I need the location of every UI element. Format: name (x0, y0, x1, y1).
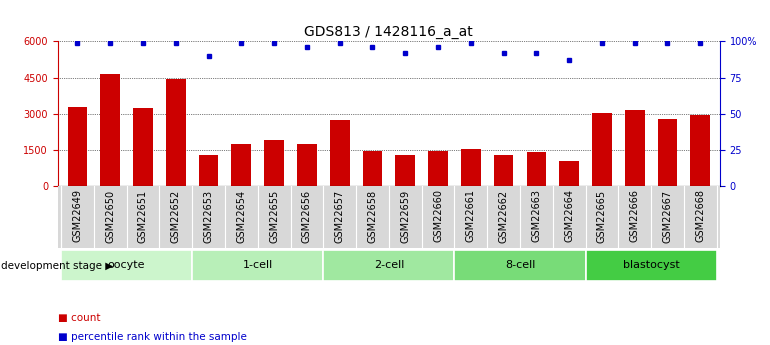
Title: GDS813 / 1428116_a_at: GDS813 / 1428116_a_at (304, 25, 474, 39)
Bar (592, 112, 612, 186)
Bar (199, 155, 219, 186)
Bar (494, 155, 514, 186)
Bar (396, 155, 415, 186)
Text: GSM22668: GSM22668 (695, 189, 705, 243)
Bar (58, 186, 720, 248)
Text: GSM22664: GSM22664 (564, 189, 574, 243)
Text: GSM22659: GSM22659 (400, 189, 410, 243)
Text: GSM22662: GSM22662 (499, 189, 509, 243)
Text: blastocyst: blastocyst (623, 260, 679, 270)
Bar (68, 107, 87, 186)
Text: 1-cell: 1-cell (243, 260, 273, 270)
Text: GSM22667: GSM22667 (662, 189, 672, 243)
Bar (297, 144, 316, 186)
Bar (559, 161, 579, 186)
Bar (428, 151, 448, 186)
Bar (527, 152, 546, 186)
Text: ■ count: ■ count (58, 313, 100, 323)
Text: 2-cell: 2-cell (373, 260, 404, 270)
Text: oocyte: oocyte (108, 260, 146, 270)
Text: GSM22649: GSM22649 (72, 189, 82, 243)
Text: GSM22650: GSM22650 (105, 189, 116, 243)
Text: GSM22654: GSM22654 (236, 189, 246, 243)
Bar (323, 250, 454, 281)
Bar (625, 110, 644, 186)
Bar (100, 74, 120, 186)
Text: GSM22655: GSM22655 (269, 189, 279, 243)
Bar (461, 149, 480, 186)
Text: GSM22658: GSM22658 (367, 189, 377, 243)
Bar (232, 144, 251, 186)
Text: GSM22656: GSM22656 (302, 189, 312, 243)
Text: GSM22660: GSM22660 (433, 189, 443, 243)
Bar (192, 250, 323, 281)
Bar (585, 250, 717, 281)
Text: GSM22653: GSM22653 (203, 189, 213, 243)
Text: GSM22663: GSM22663 (531, 189, 541, 243)
Bar (330, 120, 350, 186)
Bar (61, 250, 192, 281)
Text: GSM22665: GSM22665 (597, 189, 607, 243)
Text: GSM22657: GSM22657 (335, 189, 345, 243)
Text: 8-cell: 8-cell (505, 260, 535, 270)
Bar (658, 119, 678, 186)
Text: GSM22651: GSM22651 (138, 189, 148, 243)
Bar (691, 115, 710, 186)
Bar (454, 250, 585, 281)
Text: GSM22666: GSM22666 (630, 189, 640, 243)
Bar (363, 151, 382, 186)
Text: development stage ▶: development stage ▶ (1, 261, 113, 270)
Bar (264, 140, 284, 186)
Bar (166, 79, 186, 186)
Text: GSM22661: GSM22661 (466, 189, 476, 243)
Bar (133, 108, 152, 186)
Text: ■ percentile rank within the sample: ■ percentile rank within the sample (58, 332, 246, 342)
Text: GSM22652: GSM22652 (171, 189, 181, 243)
